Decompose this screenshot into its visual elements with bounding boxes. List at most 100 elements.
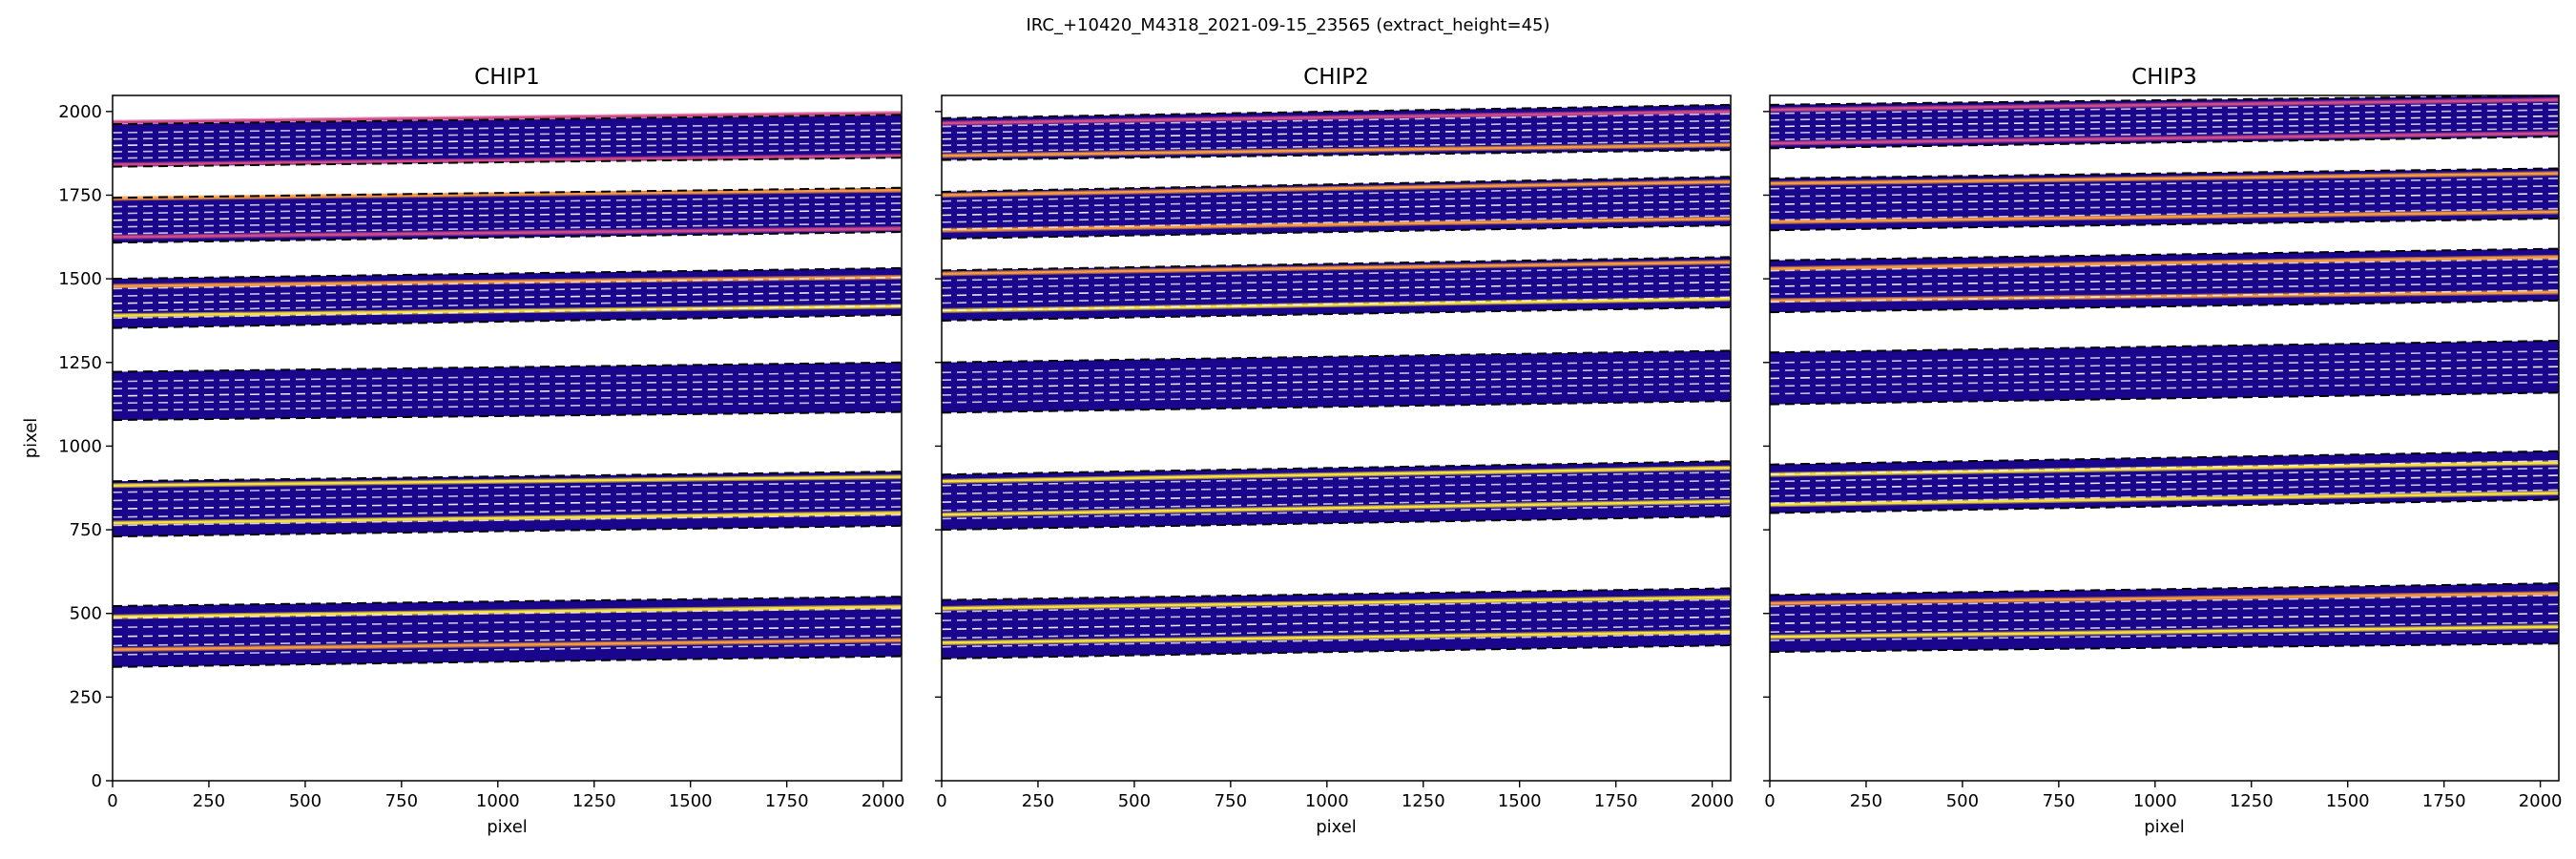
band-edge-top-1 — [113, 114, 902, 126]
extraction-line-2-3 — [113, 209, 902, 221]
extraction-line-3-5 — [942, 266, 1731, 282]
extraction-line-3-3 — [942, 281, 1731, 297]
extraction-line-1-3 — [1770, 115, 2559, 128]
band-edge-bottom-4 — [113, 410, 902, 422]
band-edge-bottom-2 — [1770, 218, 2559, 232]
extraction-line-6-2 — [1770, 621, 2559, 633]
trace-line-2-1 — [942, 217, 1731, 232]
band-edge-bottom-2 — [942, 224, 1731, 241]
extraction-line-1-2 — [113, 141, 902, 153]
extraction-line-1-3 — [113, 135, 902, 147]
extraction-line-1-4 — [113, 129, 902, 140]
band-edge-top-3 — [113, 266, 902, 281]
x-axis-label: pixel — [2144, 817, 2185, 837]
trace-line-1-1 — [942, 143, 1731, 157]
trace-line-6-2 — [113, 605, 902, 618]
extraction-line-1-5 — [113, 122, 902, 134]
extraction-line-6-2 — [113, 634, 902, 647]
extraction-line-5-4 — [113, 490, 902, 502]
band-edge-bottom-4 — [1770, 391, 2559, 406]
trace-line-1-2 — [942, 110, 1731, 125]
extraction-line-5-3 — [1770, 474, 2559, 490]
x-tick-label: 1750 — [1594, 791, 1638, 811]
extraction-line-4-1 — [942, 389, 1731, 404]
trace-line-1-1 — [113, 154, 902, 166]
y-tick-label: 500 — [70, 604, 102, 624]
band-edge-bottom-6 — [113, 655, 902, 668]
extraction-line-3-3 — [113, 290, 902, 304]
extraction-line-1-1 — [1770, 127, 2559, 141]
panel-title: CHIP1 — [474, 65, 540, 90]
band-edge-top-6 — [1770, 582, 2559, 597]
band-edge-top-4 — [113, 361, 902, 373]
extraction-line-3-4 — [942, 273, 1731, 289]
extraction-line-5-2 — [113, 506, 902, 518]
extraction-line-4-4 — [1770, 358, 2559, 372]
extraction-line-1-4 — [1770, 109, 2559, 121]
extraction-line-4-3 — [942, 374, 1731, 388]
extraction-line-3-3 — [1770, 273, 2559, 287]
order-band-4 — [113, 362, 902, 421]
band-edge-top-1 — [1770, 95, 2559, 106]
order-band-4 — [1770, 340, 2559, 405]
extraction-line-6-1 — [1770, 630, 2559, 641]
extraction-line-2-1 — [1770, 207, 2559, 221]
y-tick-label: 1750 — [58, 185, 102, 205]
extraction-line-2-4 — [1770, 185, 2559, 198]
band-edge-bottom-1 — [1770, 136, 2559, 150]
extraction-line-2-3 — [942, 199, 1731, 217]
y-tick-label: 1500 — [58, 269, 102, 289]
x-tick-label: 250 — [1850, 791, 1882, 811]
y-tick-label: 750 — [70, 520, 102, 540]
extraction-line-2-2 — [113, 216, 902, 228]
band-edge-bottom-1 — [942, 149, 1731, 161]
extraction-line-6-4 — [942, 607, 1731, 621]
x-tick-label: 750 — [385, 791, 418, 811]
band-edge-bottom-6 — [942, 644, 1731, 660]
band-edge-top-5 — [1770, 450, 2559, 466]
extraction-line-1-1 — [113, 148, 902, 159]
x-tick-label: 250 — [193, 791, 225, 811]
extraction-line-3-1 — [942, 296, 1731, 312]
extraction-line-5-1 — [113, 513, 902, 527]
extraction-line-5-5 — [942, 471, 1731, 487]
x-axis-label: pixel — [1316, 817, 1357, 837]
band-edge-bottom-3 — [942, 305, 1731, 322]
band-edge-top-2 — [113, 186, 902, 199]
extraction-line-3-5 — [1770, 258, 2559, 272]
band-edge-top-4 — [942, 349, 1731, 364]
trace-line-5-2 — [113, 475, 902, 488]
trace-line-2-2 — [942, 180, 1731, 197]
band-edge-bottom-1 — [113, 157, 902, 168]
extraction-line-2-5 — [113, 196, 902, 208]
x-tick-label: 500 — [289, 791, 322, 811]
chip-panel-3: 0 250 500 750 1000 1250 1500 1750 2000 CHIP3 pixel — [1763, 65, 2563, 837]
extraction-line-5-3 — [113, 497, 902, 510]
chip-panel-2: 0 250 500 750 1000 1250 1500 1750 2000 CHIP2 pixel — [935, 65, 1735, 837]
x-tick-label: 2000 — [1691, 791, 1735, 811]
trace-line-2-2 — [1770, 172, 2559, 185]
x-axis-label: pixel — [487, 817, 528, 837]
band-edge-bottom-2 — [113, 231, 902, 244]
extraction-line-4-3 — [113, 386, 902, 397]
extraction-line-4-3 — [1770, 366, 2559, 380]
extraction-line-4-2 — [1770, 373, 2559, 388]
extraction-line-4-5 — [1770, 350, 2559, 364]
x-tick-label: 2000 — [862, 791, 905, 811]
extraction-line-6-3 — [942, 616, 1731, 631]
extraction-line-1-1 — [942, 139, 1731, 153]
extraction-line-5-2 — [942, 495, 1731, 512]
extraction-line-6-3 — [1770, 612, 2559, 625]
x-tick-label: 1000 — [476, 791, 520, 811]
trace-line-1-1 — [1770, 132, 2559, 145]
x-tick-label: 500 — [1946, 791, 1979, 811]
trace-line-6-1 — [1770, 625, 2559, 639]
x-tick-label: 1500 — [1498, 791, 1542, 811]
band-edge-top-3 — [942, 256, 1731, 272]
extraction-line-4-2 — [113, 393, 902, 405]
extraction-line-2-3 — [1770, 192, 2559, 205]
extraction-line-4-5 — [942, 360, 1731, 374]
x-tick-label: 2000 — [2519, 791, 2563, 811]
extraction-line-5-1 — [942, 504, 1731, 520]
